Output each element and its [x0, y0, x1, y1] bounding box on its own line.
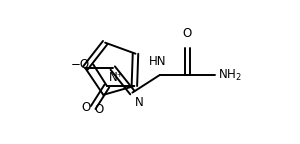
Text: N: N	[135, 96, 144, 109]
Text: HN: HN	[149, 55, 166, 68]
Text: NH$_2$: NH$_2$	[218, 67, 242, 83]
Text: N⁺: N⁺	[109, 71, 124, 84]
Text: O: O	[95, 103, 104, 116]
Text: O: O	[183, 27, 192, 40]
Text: −O: −O	[71, 58, 90, 71]
Text: O: O	[81, 101, 90, 114]
